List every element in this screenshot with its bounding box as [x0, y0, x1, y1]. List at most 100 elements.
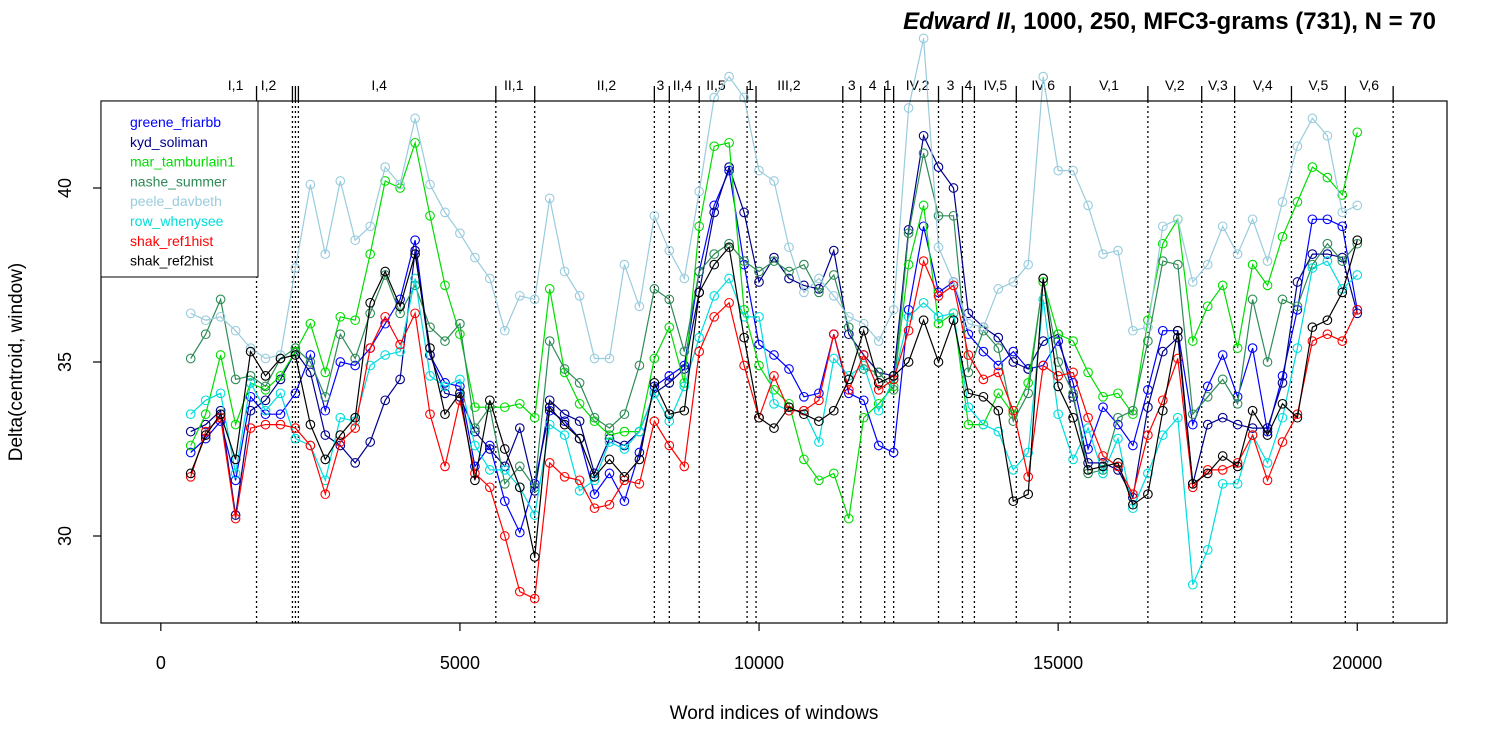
point-peele_davbeth-15 [410, 113, 420, 124]
point-shak_ref2hist-50 [933, 357, 944, 367]
point-shak_ref2hist-26 [574, 433, 585, 444]
point-shak_ref2hist-75 [1307, 322, 1318, 333]
point-peele_davbeth-35 [709, 92, 720, 103]
point-nashe_summer-71 [1247, 294, 1258, 305]
point-peele_davbeth-33 [679, 273, 690, 284]
point-nashe_summer-67 [1187, 409, 1198, 420]
point-peele_davbeth-73 [1277, 197, 1288, 207]
point-shak_ref1hist-78 [1352, 304, 1363, 315]
point-kyd_soliman-40 [784, 273, 794, 284]
point-kyd_soliman-9 [320, 430, 331, 440]
point-row_whenysee-57 [1038, 294, 1049, 305]
point-shak_ref1hist-59 [1068, 367, 1078, 378]
scene-label-15: 4 [965, 77, 973, 93]
point-peele_davbeth-40 [784, 242, 794, 253]
point-shak_ref2hist-28 [604, 454, 615, 465]
point-shak_ref2hist-73 [1277, 398, 1288, 409]
point-row_whenysee-54 [993, 426, 1004, 437]
point-mar_tamburlain1-6 [275, 371, 286, 381]
point-mar_tamburlain1-43 [828, 468, 839, 479]
point-row_whenysee-20 [484, 465, 495, 475]
point-row_whenysee-14 [395, 346, 405, 357]
point-row_whenysee-25 [559, 430, 570, 440]
point-row_whenysee-43 [828, 353, 839, 364]
point-shak_ref2hist-36 [724, 242, 734, 253]
point-peele_davbeth-8 [305, 179, 316, 190]
point-greene_friarbb-15 [410, 235, 420, 246]
point-mar_tamburlain1-42 [814, 475, 824, 486]
point-shak_ref2hist-20 [484, 395, 495, 406]
point-nashe_summer-1 [200, 329, 211, 340]
scene-label-22: V,5 [1309, 77, 1329, 93]
x-tick-label-3: 15000 [1033, 653, 1083, 673]
point-peele_davbeth-37 [739, 92, 749, 103]
point-peele_davbeth-12 [365, 221, 376, 232]
point-mar_tamburlain1-48 [903, 259, 914, 270]
scene-label-10: 3 [848, 77, 856, 93]
point-nashe_summer-74 [1292, 301, 1303, 312]
x-tick-label-4: 20000 [1332, 653, 1382, 673]
point-nashe_summer-22 [514, 461, 525, 472]
point-kyd_soliman-68 [1202, 419, 1213, 430]
point-shak_ref1hist-51 [948, 280, 959, 291]
point-kyd_soliman-55 [1008, 357, 1019, 367]
x-tick-label-0: 0 [156, 653, 166, 673]
point-shak_ref2hist-12 [365, 297, 376, 308]
point-shak_ref1hist-46 [873, 384, 884, 395]
point-mar_tamburlain1-74 [1292, 197, 1303, 207]
point-nashe_summer-14 [395, 308, 405, 319]
point-shak_ref2hist-55 [1008, 496, 1019, 507]
point-row_whenysee-3 [230, 468, 241, 479]
point-peele_davbeth-16 [425, 179, 435, 190]
point-shak_ref1hist-43 [828, 329, 839, 340]
point-nashe_summer-41 [799, 259, 809, 270]
point-mar_tamburlain1-28 [604, 430, 615, 440]
point-shak_ref2hist-18 [455, 388, 465, 399]
point-shak_ref2hist-68 [1202, 468, 1213, 479]
point-shak_ref2hist-67 [1187, 478, 1198, 489]
point-peele_davbeth-74 [1292, 141, 1303, 152]
point-row_whenysee-28 [604, 437, 615, 447]
point-kyd_soliman-74 [1292, 277, 1303, 287]
point-kyd_soliman-54 [993, 332, 1004, 343]
point-peele_davbeth-39 [769, 176, 779, 186]
point-row_whenysee-51 [948, 308, 959, 319]
point-nashe_summer-58 [1053, 357, 1064, 367]
point-greene_friarbb-53 [978, 346, 989, 357]
point-shak_ref2hist-61 [1098, 461, 1108, 472]
point-kyd_soliman-38 [754, 277, 764, 287]
point-row_whenysee-58 [1053, 409, 1064, 420]
point-shak_ref2hist-6 [275, 353, 286, 364]
point-nashe_summer-42 [814, 287, 824, 298]
point-peele_davbeth-32 [664, 245, 675, 256]
series-nashe_summer [185, 148, 1363, 493]
point-peele_davbeth-76 [1322, 130, 1333, 141]
point-shak_ref2hist-1 [200, 430, 211, 440]
point-shak_ref1hist-71 [1247, 430, 1258, 440]
point-row_whenysee-16 [425, 371, 435, 381]
point-row_whenysee-78 [1352, 270, 1363, 280]
point-mar_tamburlain1-35 [709, 141, 720, 152]
point-peele_davbeth-28 [604, 353, 615, 364]
point-shak_ref1hist-62 [1113, 461, 1123, 472]
point-peele_davbeth-22 [514, 291, 525, 301]
point-mar_tamburlain1-34 [694, 221, 705, 232]
point-row_whenysee-68 [1202, 545, 1213, 555]
point-shak_ref1hist-60 [1083, 412, 1093, 423]
point-greene_friarbb-69 [1217, 350, 1228, 360]
point-nashe_summer-69 [1217, 374, 1228, 385]
point-greene_friarbb-41 [799, 391, 809, 402]
point-shak_ref2hist-46 [873, 378, 884, 388]
point-row_whenysee-7 [290, 433, 301, 444]
point-peele_davbeth-53 [978, 322, 989, 333]
point-mar_tamburlain1-9 [320, 367, 331, 378]
point-nashe_summer-18 [455, 318, 465, 329]
point-kyd_soliman-64 [1143, 402, 1153, 413]
point-kyd_soliman-13 [380, 395, 391, 406]
point-kyd_soliman-24 [544, 395, 555, 406]
point-nashe_summer-72 [1262, 357, 1273, 367]
point-shak_ref2hist-4 [245, 346, 256, 357]
point-shak_ref1hist-27 [589, 503, 600, 514]
legend-entry-greene_friarbb: greene_friarbb [130, 114, 221, 130]
point-mar_tamburlain1-45 [858, 412, 869, 423]
